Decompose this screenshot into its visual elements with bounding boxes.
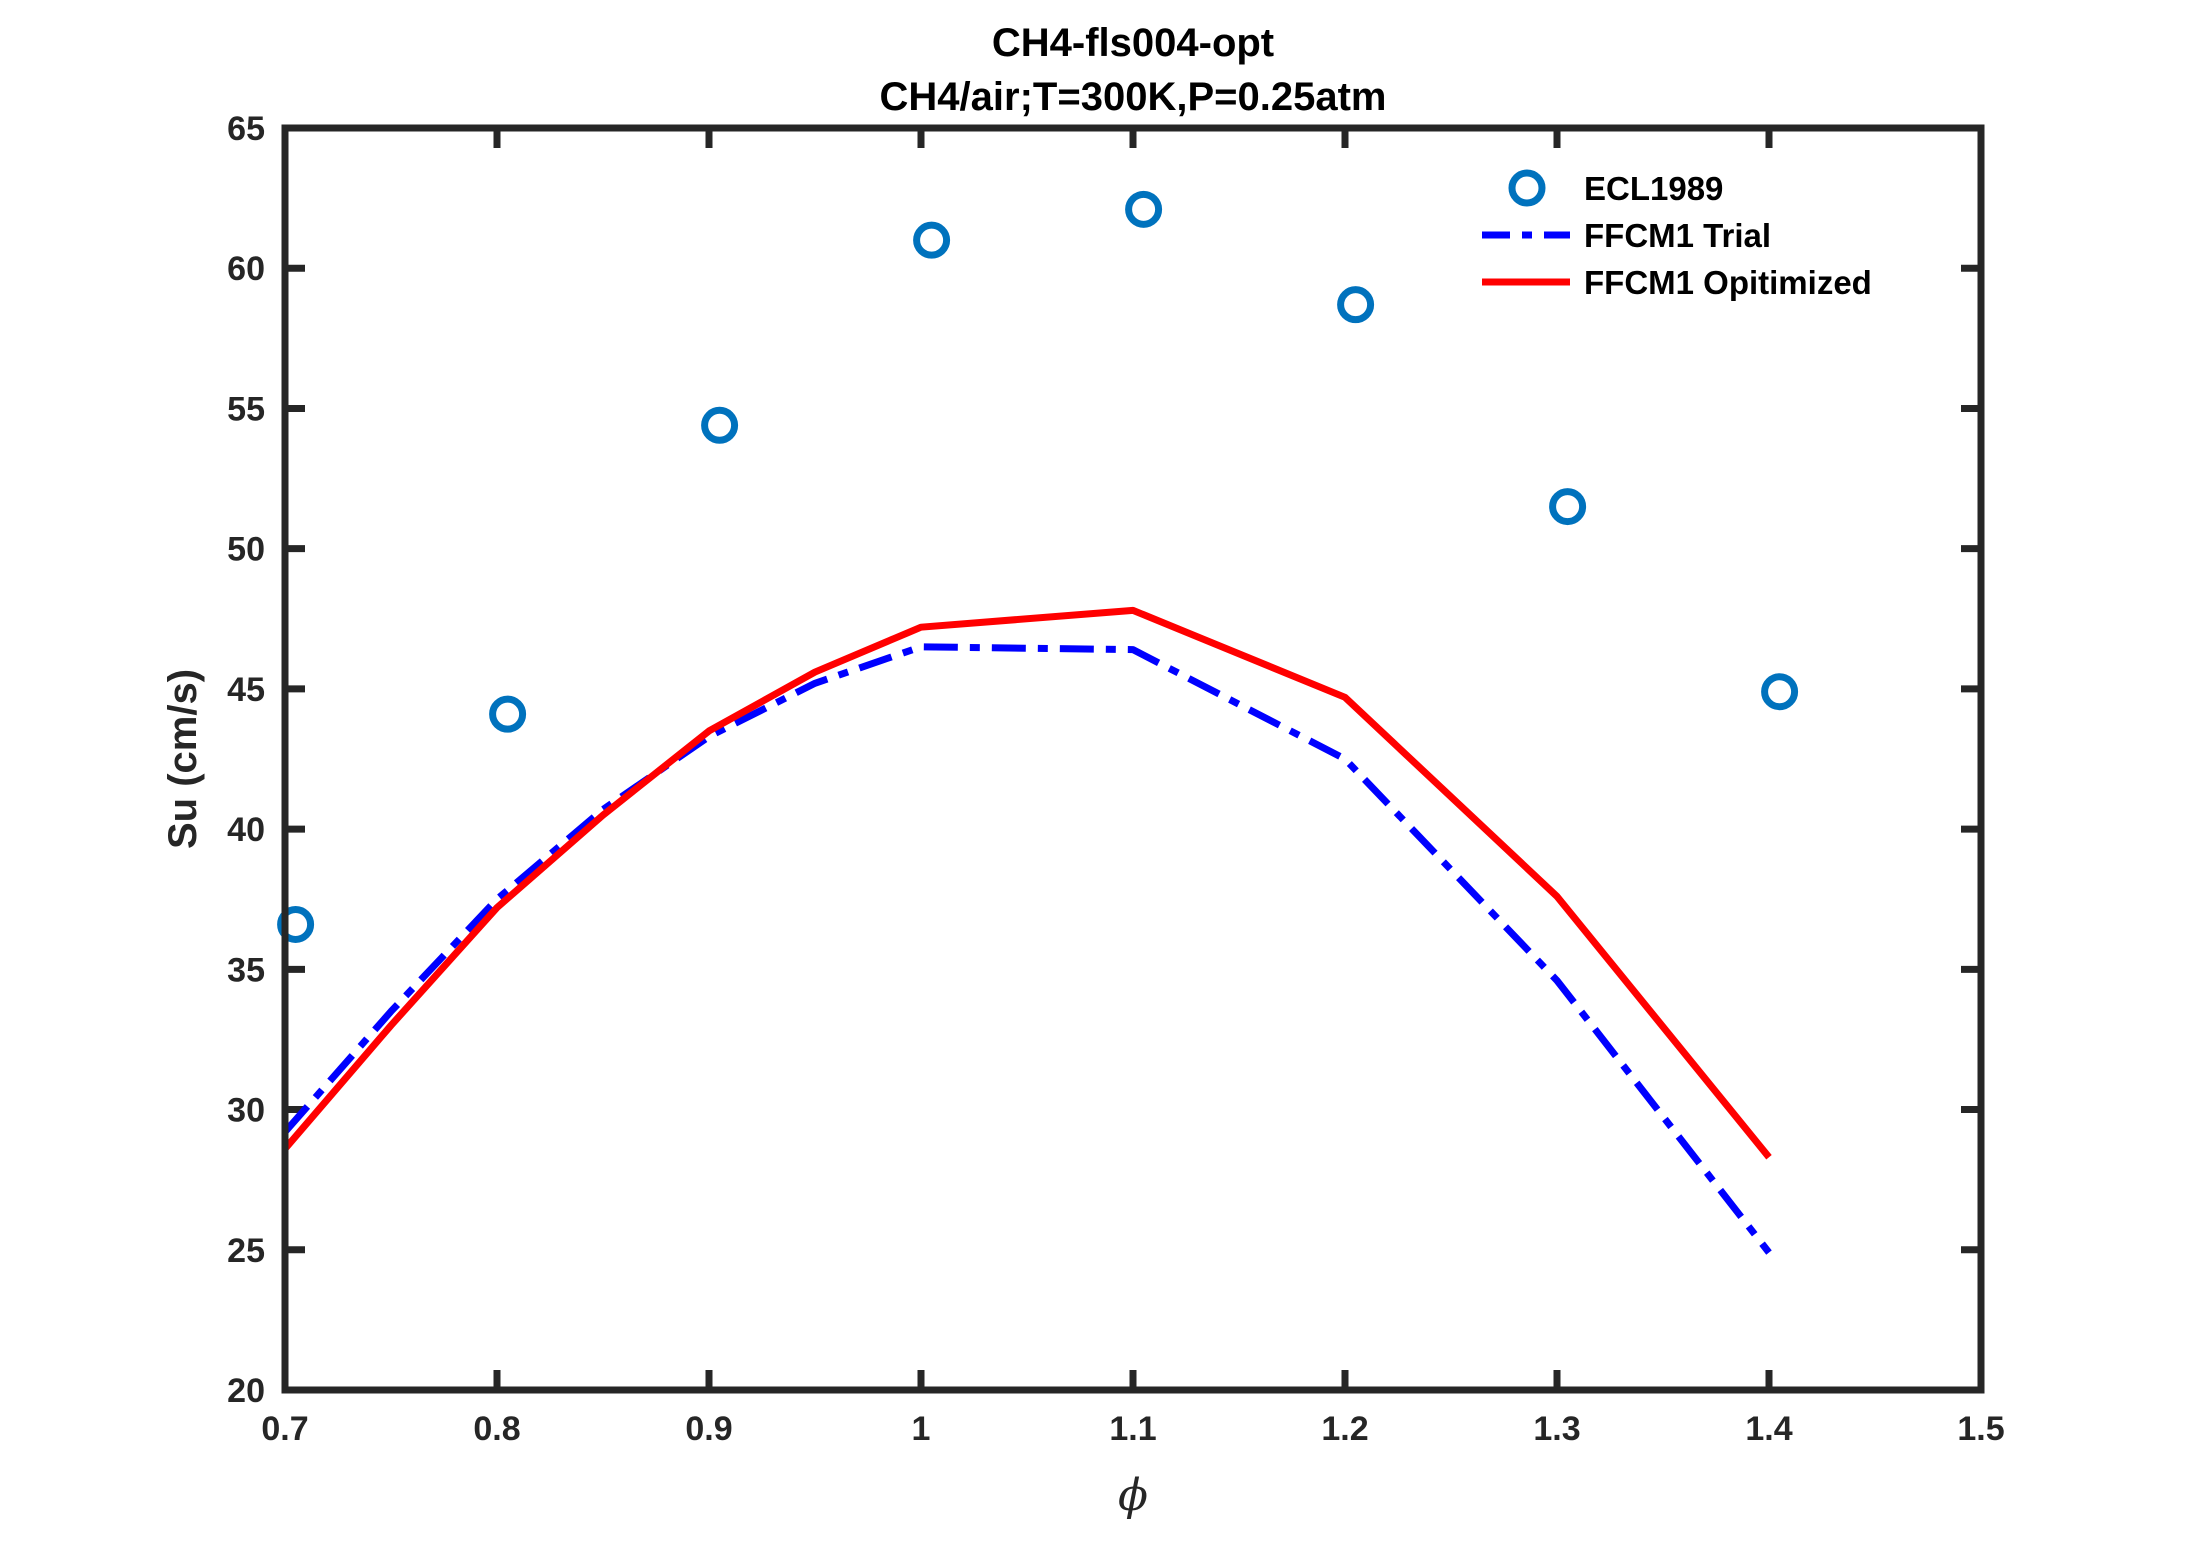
legend-label-ffcm1-opitimized: FFCM1 Opitimized: [1584, 264, 1872, 301]
legend-marker-ecl1989: [1508, 169, 1546, 207]
ecl1989-point: [701, 406, 739, 444]
legend: ECL1989 FFCM1 Trial FFCM1 Opitimized: [1482, 169, 1872, 301]
y-tick-label: 35: [227, 951, 265, 989]
ecl1989-point: [1549, 488, 1587, 526]
ffcm1-opitimized-line: [282, 606, 1772, 1160]
plot-area-frame: [281, 124, 1985, 1394]
x-tick-label: 1: [912, 1410, 931, 1448]
ecl1989-point: [1337, 286, 1375, 324]
x-tick-label: 1.3: [1533, 1410, 1580, 1448]
ecl1989-point: [489, 695, 527, 733]
y-axis-label: Su (cm/s): [161, 669, 205, 849]
y-tick-label: 60: [227, 250, 265, 288]
x-axis-label: ϕ: [1118, 1470, 1148, 1521]
legend-label-ffcm1-trial: FFCM1 Trial: [1584, 217, 1771, 254]
x-tick-label: 1.4: [1745, 1410, 1792, 1448]
y-tick-label: 45: [227, 671, 265, 709]
x-tick-label: 0.9: [685, 1410, 732, 1448]
y-tick-label: 40: [227, 811, 265, 849]
legend-label-ecl1989: ECL1989: [1584, 170, 1723, 207]
y-tick-label: 55: [227, 390, 265, 428]
x-tick-label: 0.8: [473, 1410, 520, 1448]
x-tick-label: 1.2: [1321, 1410, 1368, 1448]
y-tick-label: 30: [227, 1092, 265, 1130]
ecl1989-point: [1125, 190, 1163, 228]
ecl1989-point: [913, 221, 951, 259]
ecl1989-point: [277, 905, 315, 943]
x-tick-label: 1.1: [1109, 1410, 1156, 1448]
chart-subtitle: CH4/air;T=300K,P=0.25atm: [880, 75, 1387, 119]
y-tick-label: 50: [227, 531, 265, 569]
ffcm1-trial-line: [282, 643, 1772, 1255]
chart-title: CH4-fls004-opt: [992, 21, 1274, 65]
ecl1989-point: [1761, 673, 1799, 711]
y-tick-label: 65: [227, 110, 265, 148]
x-tick-label: 0.7: [261, 1410, 308, 1448]
y-tick-label: 25: [227, 1232, 265, 1270]
x-tick-label: 1.5: [1957, 1410, 2004, 1448]
y-tick-label: 20: [227, 1372, 265, 1410]
